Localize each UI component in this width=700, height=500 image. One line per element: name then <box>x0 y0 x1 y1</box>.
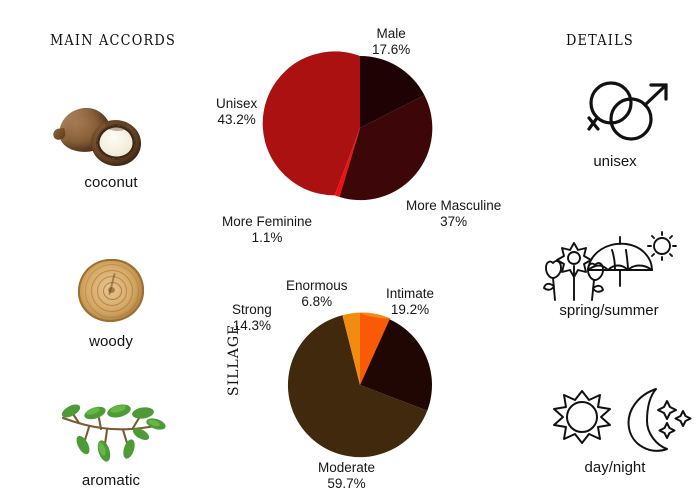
pie-label-more-masculine: More Masculine 37% <box>406 198 502 229</box>
coconut-icon <box>51 94 171 172</box>
detail-item-unisex[interactable]: unisex <box>530 72 700 170</box>
pie-label-moderate: Moderate 59.7% <box>318 460 376 491</box>
detail-label: spring/summer <box>559 302 659 319</box>
detail-label: unisex <box>593 153 637 170</box>
pie-label-intimate: Intimate 19.2% <box>386 286 435 317</box>
pie-label-male: Male 17.6% <box>372 26 411 57</box>
sillage-pie-chart: SILLAGE Enormous 6.8% Strong 14.3% Intim… <box>210 268 520 493</box>
pie-slice-unisex[interactable] <box>262 51 360 196</box>
detail-label: day/night <box>584 459 646 476</box>
sillage-pie-svg <box>287 312 432 458</box>
flowers-umbrella-sun-icon <box>524 228 694 308</box>
pie-label-unisex: Unisex 43.2% <box>216 96 258 127</box>
accord-label: aromatic <box>81 472 141 489</box>
gender-pie-chart: Male 17.6% Unisex 43.2% More Masculine 3… <box>210 14 520 245</box>
pie-label-enormous: Enormous 6.8% <box>286 278 348 309</box>
accord-label: woody <box>89 333 133 350</box>
pie-slice-more-feminine[interactable] <box>334 128 360 197</box>
pie-slice-more-masculine[interactable] <box>339 95 433 201</box>
detail-item-daynight[interactable]: day/night <box>530 383 700 476</box>
pie-label-more-feminine: More Feminine 1.1% <box>222 214 313 245</box>
details-heading: DETAILS <box>566 31 634 49</box>
pie-slice-male[interactable] <box>360 55 425 128</box>
accord-item-woody[interactable]: woody <box>26 253 196 350</box>
pie-slice-moderate[interactable] <box>287 315 428 458</box>
wood-slice-icon <box>51 253 171 331</box>
detail-item-season[interactable]: spring/summer <box>524 228 694 319</box>
sun-moon-icon <box>530 383 700 463</box>
accord-item-coconut[interactable]: coconut <box>26 94 196 191</box>
pie-slice-enormous[interactable] <box>360 313 391 385</box>
accord-item-aromatic[interactable]: aromatic <box>26 392 196 489</box>
main-accords-heading: MAIN ACCORDS <box>50 31 176 49</box>
gender-pie-svg <box>262 51 433 201</box>
unisex-gender-icon <box>530 72 700 152</box>
pie-label-strong: Strong 14.3% <box>232 302 272 333</box>
herb-sprig-icon <box>51 392 171 470</box>
accord-label: coconut <box>84 174 138 191</box>
